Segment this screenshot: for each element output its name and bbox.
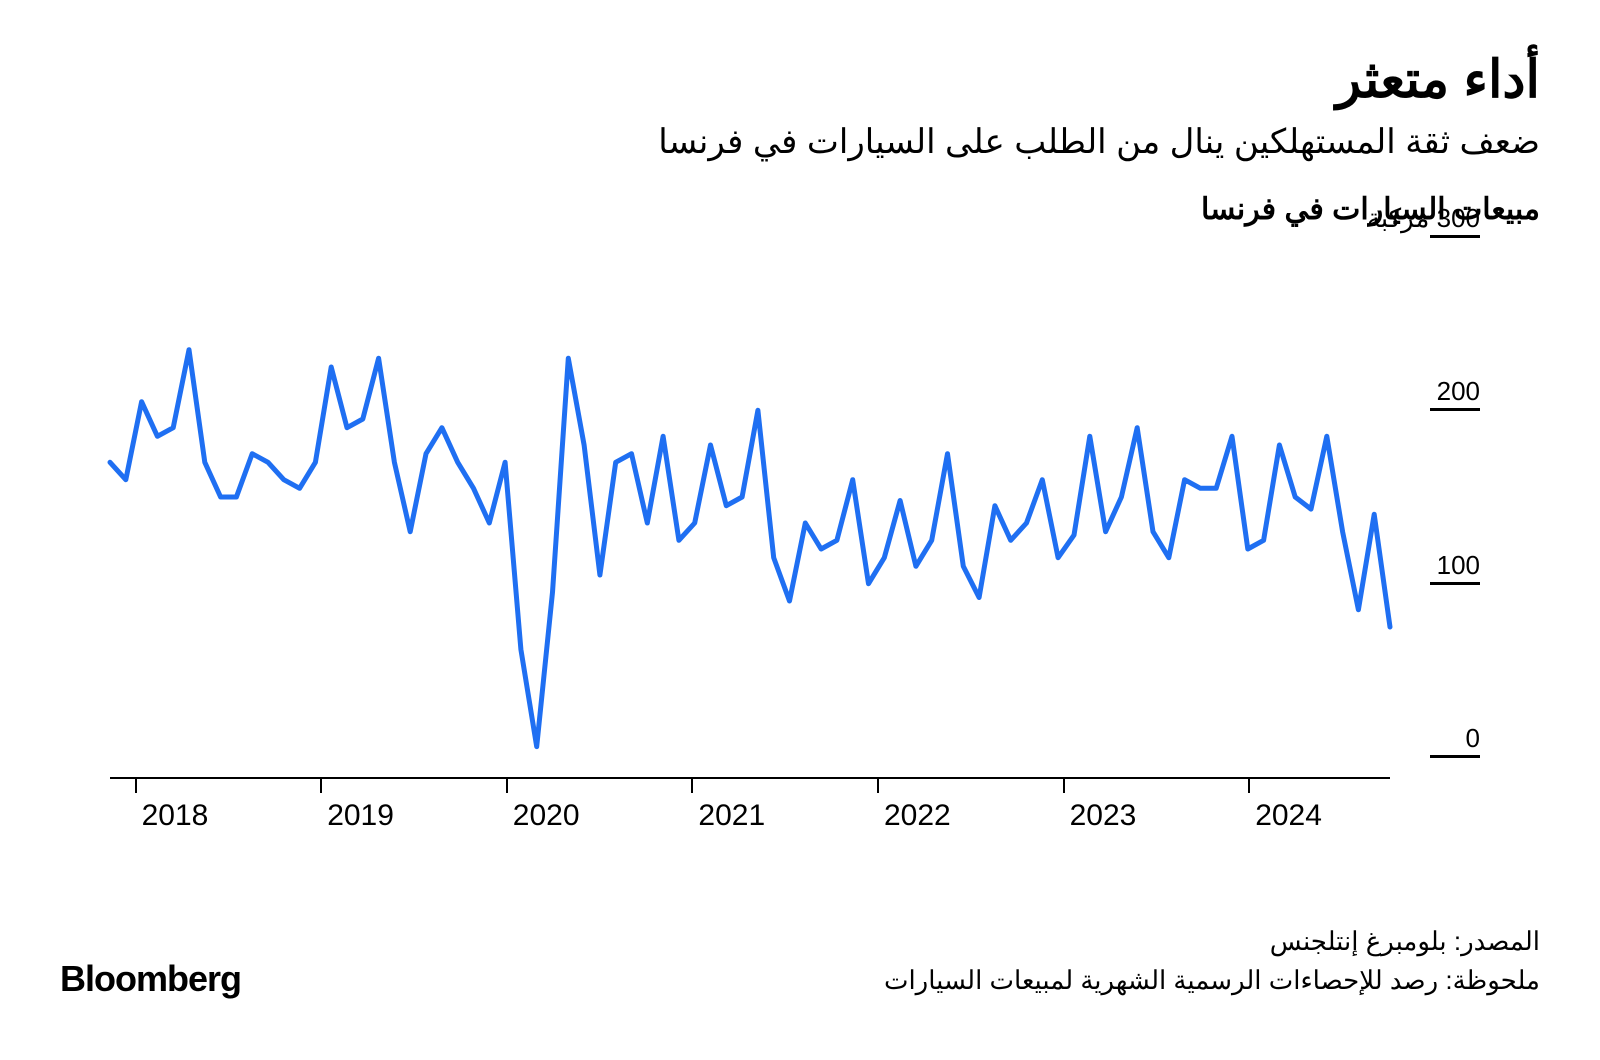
x-axis-label: 2024 xyxy=(1255,799,1322,833)
x-axis-tick xyxy=(320,777,322,793)
x-axis-tick xyxy=(877,777,879,793)
y-axis-label: 300 مركبة xyxy=(1367,203,1480,234)
x-axis-tick xyxy=(1248,777,1250,793)
y-axis-label: 200 xyxy=(1437,376,1480,407)
chart-area: 0100200300 مركبة201820192020202120222023… xyxy=(60,237,1540,837)
y-axis-tick xyxy=(1430,235,1480,238)
y-axis-tick xyxy=(1430,582,1480,585)
series-legend: مبيعات السيارات في فرنسا xyxy=(60,192,1540,227)
y-axis-tick xyxy=(1430,408,1480,411)
y-axis-tick xyxy=(1430,755,1480,758)
x-axis-tick xyxy=(135,777,137,793)
chart-title: أداء متعثر xyxy=(60,50,1540,110)
y-axis-label: 0 xyxy=(1466,723,1480,754)
chart-subtitle: ضعف ثقة المستهلكين ينال من الطلب على الس… xyxy=(60,122,1540,162)
x-axis-label: 2019 xyxy=(327,799,394,833)
x-axis-tick xyxy=(506,777,508,793)
x-axis-label: 2023 xyxy=(1070,799,1137,833)
x-axis-label: 2020 xyxy=(513,799,580,833)
x-axis-label: 2022 xyxy=(884,799,951,833)
x-axis-label: 2021 xyxy=(698,799,765,833)
x-axis-label: 2018 xyxy=(142,799,209,833)
x-axis-tick xyxy=(1063,777,1065,793)
y-axis-label: 100 xyxy=(1437,550,1480,581)
source-label: المصدر: بلومبرغ إنتلجنس xyxy=(884,922,1540,961)
bloomberg-logo: Bloomberg xyxy=(60,958,241,1000)
note-label: ملحوظة: رصد للإحصاءات الرسمية الشهرية لم… xyxy=(884,961,1540,1000)
x-axis xyxy=(110,777,1390,779)
x-axis-tick xyxy=(691,777,693,793)
line-chart-svg xyxy=(60,237,1540,837)
